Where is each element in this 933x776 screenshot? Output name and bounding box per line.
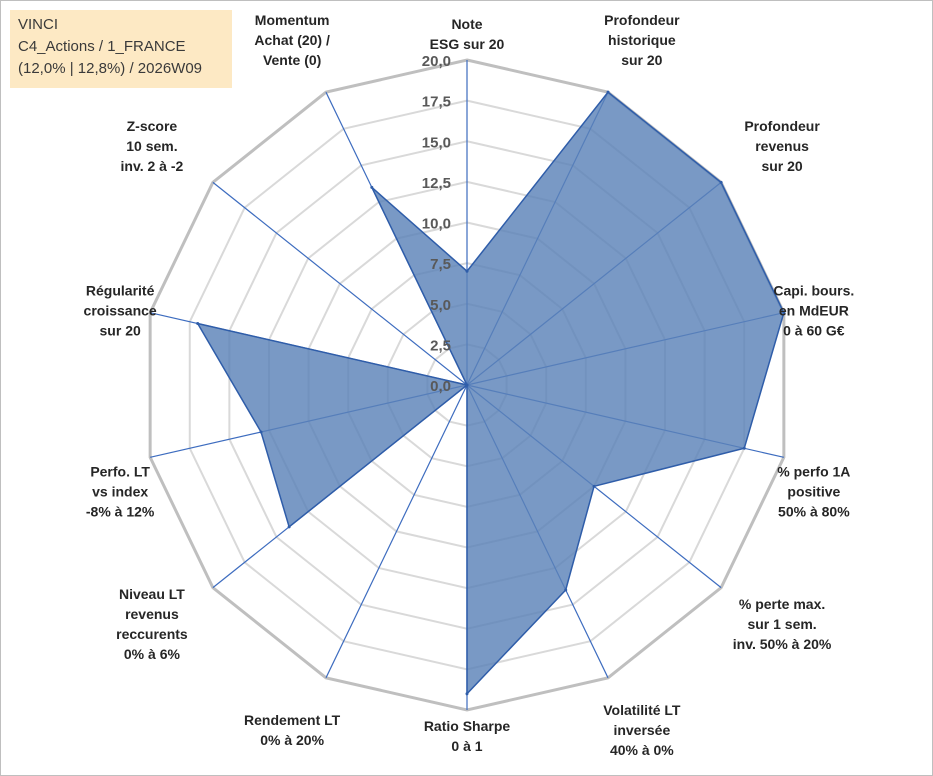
stock-name: VINCI (18, 16, 59, 33)
axis-label-12: Z-score 10 sem. inv. 2 à -2 (121, 118, 184, 174)
radar-series (196, 90, 786, 696)
tick-label-1: 2,5 (430, 337, 451, 354)
data-point-13 (370, 185, 374, 189)
spoke-8 (325, 384, 468, 679)
axis-label-line: Régularité (86, 283, 155, 299)
data-point-1 (606, 90, 610, 94)
spoke-12 (212, 181, 468, 386)
axis-label-line: Profondeur (744, 118, 820, 134)
axis-label-line: -8% à 12% (86, 503, 155, 519)
portfolio-category: C4_Actions / 1_FRANCE (18, 38, 186, 55)
axis-label-line: 50% à 80% (778, 503, 850, 519)
data-point-4 (742, 446, 746, 450)
axis-label-line: sur 1 sem. (747, 616, 816, 632)
axis-label-9: Niveau LT revenus reccurents 0% à 6% (116, 586, 188, 662)
data-point-0 (465, 269, 469, 273)
axis-label-line: Rendement LT (244, 712, 341, 728)
axis-label-6: Volatilité LT inversée 40% à 0% (603, 702, 681, 758)
axis-label-8: Rendement LT 0% à 20% (244, 712, 341, 748)
data-point-11 (196, 322, 200, 326)
tick-label-7: 17,5 (422, 94, 451, 111)
axis-label-line: inv. 2 à -2 (121, 158, 184, 174)
tick-label-4: 10,0 (422, 216, 451, 233)
axis-label-line: sur 20 (761, 158, 802, 174)
axis-label-line: Volatilité LT (603, 702, 681, 718)
axis-label-line: Capi. bours. (773, 283, 854, 299)
axis-label-line: % perfo 1A (777, 463, 850, 479)
axis-label-line: reccurents (116, 626, 188, 642)
axis-label-line: croissance (84, 303, 157, 319)
data-point-6 (564, 588, 568, 592)
axis-label-line: Achat (20) / (254, 32, 330, 48)
axis-label-line: Z-score (127, 118, 178, 134)
axis-label-line: historique (608, 32, 676, 48)
tick-label-3: 7,5 (430, 256, 451, 273)
axis-label-4: % perfo 1A positive 50% à 80% (777, 463, 850, 519)
axis-label-7: Ratio Sharpe 0 à 1 (424, 718, 511, 754)
axis-label-line: Profondeur (604, 12, 680, 28)
axis-label-line: revenus (755, 138, 809, 154)
axis-label-line: 10 sem. (126, 138, 177, 154)
tick-label-2: 5,0 (430, 297, 451, 314)
axis-label-line: vs index (92, 483, 148, 499)
data-point-2 (719, 180, 723, 184)
axis-label-line: 0 à 1 (451, 738, 482, 754)
axis-label-0: Note ESG sur 20 (430, 16, 505, 52)
axis-label-line: 40% à 0% (610, 742, 674, 758)
axis-label-line: % perte max. (739, 596, 825, 612)
axis-label-line: Ratio Sharpe (424, 718, 511, 734)
data-point-3 (782, 311, 786, 315)
axis-label-line: Vente (0) (263, 52, 321, 68)
axis-label-line: en MdEUR (779, 303, 849, 319)
series-area (196, 91, 785, 696)
axis-label-11: Régularité croissance sur 20 (84, 283, 157, 339)
axis-label-line: 0% à 6% (124, 646, 181, 662)
axis-label-line: Perfo. LT (90, 463, 150, 479)
axis-label-line: revenus (125, 606, 179, 622)
data-point-12 (465, 383, 469, 387)
stock-info-box: VINCI C4_Actions / 1_FRANCE (12,0% | 12,… (10, 10, 232, 88)
tick-label-8: 20,0 (422, 53, 451, 70)
radar-axis-labels: Note ESG sur 20 Profondeur historique sur 20… (84, 12, 855, 758)
axis-label-line: Momentum (255, 12, 330, 28)
axis-label-3: Capi. bours. en MdEUR 0 à 60 G€ (773, 283, 854, 339)
performance-week: (12,0% | 12,8%) / 2026W09 (18, 60, 202, 77)
axis-label-1: Profondeur historique sur 20 (604, 12, 680, 68)
axis-label-line: Note (451, 16, 482, 32)
data-point-5 (592, 484, 596, 488)
tick-label-6: 15,0 (422, 134, 451, 151)
axis-label-5: % perte max. sur 1 sem. inv. 50% à 20% (733, 596, 832, 652)
axis-label-line: inversée (613, 722, 670, 738)
tick-label-5: 12,5 (422, 175, 451, 192)
axis-label-10: Perfo. LT vs index -8% à 12% (86, 463, 155, 519)
axis-label-line: ESG sur 20 (430, 36, 505, 52)
data-point-7 (465, 692, 469, 696)
axis-label-13: Momentum Achat (20) / Vente (0) (254, 12, 330, 68)
tick-label-0: 0,0 (430, 378, 451, 395)
axis-label-2: Profondeur revenus sur 20 (744, 118, 820, 174)
axis-label-line: 0% à 20% (260, 732, 324, 748)
axis-label-line: Niveau LT (119, 586, 185, 602)
axis-label-line: inv. 50% à 20% (733, 636, 832, 652)
axis-label-line: sur 20 (100, 323, 141, 339)
data-point-10 (259, 430, 263, 434)
axis-label-line: positive (787, 483, 840, 499)
data-point-9 (287, 525, 291, 529)
radar-tick-labels: 0,0 2,5 5,0 7,5 10,0 12,5 15,0 17,5 20,0 (422, 53, 451, 395)
axis-label-line: 0 à 60 G€ (783, 323, 845, 339)
axis-label-line: sur 20 (621, 52, 662, 68)
